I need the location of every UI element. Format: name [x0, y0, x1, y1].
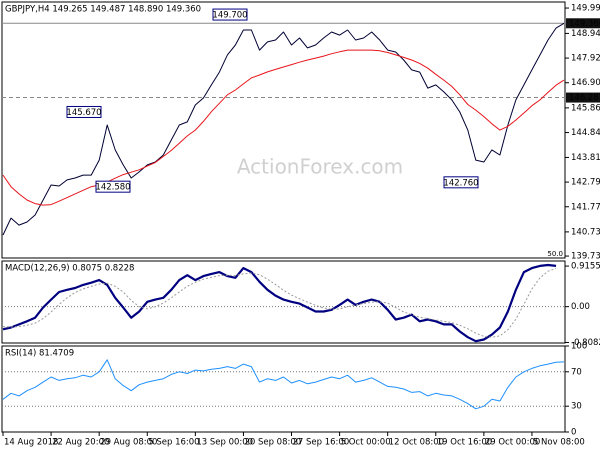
- annotation-box: [95, 180, 131, 193]
- series-line: [2, 22, 565, 236]
- x-tick-label: 5 Sep 16:00: [148, 438, 199, 448]
- price-tag: [566, 92, 600, 103]
- x-tick-label: 20 Sep 08:00: [244, 438, 301, 448]
- annotation-box: [443, 176, 479, 189]
- y-tick-label: 147.920: [571, 54, 600, 64]
- panel-title: RSI(14) 81.4709: [5, 349, 74, 359]
- y-tick-label: 148.940: [571, 29, 600, 39]
- panel-frame: [1, 260, 566, 344]
- annotation-label: 145.670: [66, 108, 101, 118]
- y-tick-label: 0: [571, 428, 576, 438]
- annotation-label: 142.580: [95, 183, 130, 193]
- y-tick-label: 140.730: [571, 227, 600, 237]
- annotation-box: [66, 105, 102, 118]
- watermark: ActionForex.com: [237, 155, 403, 179]
- x-tick-label: 22 Aug 20:00: [52, 438, 109, 448]
- y-tick-label: 142.790: [571, 178, 600, 188]
- x-tick-label: 29 Oct 00:00: [485, 438, 540, 448]
- y-tick-label: 0.00: [571, 302, 590, 312]
- y-tick-label: 146.900: [571, 78, 600, 88]
- price-tag: [566, 18, 600, 29]
- y-tick-label: 144.840: [571, 128, 600, 138]
- y-tick-label: 139.730: [571, 252, 600, 262]
- price-tag-label: 149.360: [569, 19, 600, 29]
- x-tick-label: 5 Oct 00:00: [341, 438, 391, 448]
- y-tick-label: 30: [571, 402, 582, 412]
- series-line: [2, 268, 557, 338]
- series-line: [2, 263, 557, 343]
- x-tick-label: 19 Oct 16:00: [437, 438, 492, 448]
- panel-title: MACD(12,26,9) 0.8075 0.8228: [5, 264, 134, 274]
- y-tick-label: 100: [571, 342, 587, 352]
- x-tick-label: 5 Nov 08:00: [533, 438, 585, 448]
- x-tick-label: 27 Sep 16:00: [293, 438, 350, 448]
- annotation-box: [212, 8, 248, 21]
- price-tag-label: 146.287: [569, 93, 600, 103]
- x-tick-label: 14 Aug 2018: [4, 438, 58, 448]
- x-tick-label: 29 Aug 08:00: [100, 438, 157, 448]
- panel-title: GBPJPY,H4 149.265 149.487 148.890 149.36…: [5, 5, 201, 15]
- y-tick-label: 141.770: [571, 202, 600, 212]
- y-tick-label: 145.860: [571, 103, 600, 113]
- annotation-label: 142.760: [443, 178, 478, 188]
- series-line: [2, 359, 565, 410]
- panel-frame: [1, 1, 566, 259]
- corner-label: 50.0: [547, 250, 563, 258]
- y-tick-label: 143.810: [571, 153, 600, 163]
- y-tick-label: -0.8082: [571, 338, 600, 348]
- x-tick-label: 13 Sep 00:00: [196, 438, 253, 448]
- y-tick-label: 149.990: [571, 4, 600, 14]
- panel-frame: [1, 345, 566, 433]
- annotation-label: 149.700: [212, 11, 247, 21]
- y-tick-label: 0.9155: [571, 262, 600, 272]
- y-tick-label: 70: [571, 367, 582, 377]
- x-tick-label: 12 Oct 08:00: [389, 438, 444, 448]
